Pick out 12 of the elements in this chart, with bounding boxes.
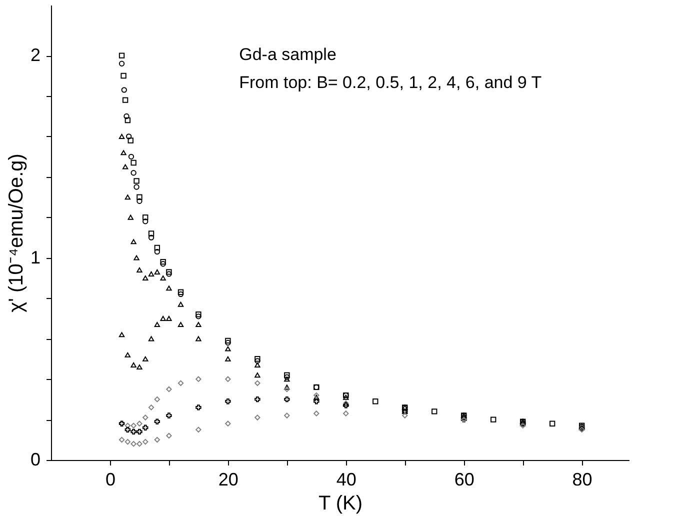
x-tick-label: 60 [454,470,474,490]
x-axis-title: T (K) [318,492,363,514]
annotation: Gd-a sample [239,45,336,64]
x-tick-label: 0 [105,470,116,490]
x-tick-label: 20 [218,470,238,490]
y-tick-label: 1 [30,247,40,268]
annotation: From top: B= 0.2, 0.5, 1, 2, 4, 6, and 9 T [239,73,542,92]
y-tick-label: 0 [30,450,40,470]
y-tick-label: 2 [30,45,40,66]
x-tick-label: 80 [572,470,592,490]
y-axis-title: χ' (10⁻⁴emu/Oe.g) [5,154,28,312]
x-tick-label: 40 [336,470,356,490]
